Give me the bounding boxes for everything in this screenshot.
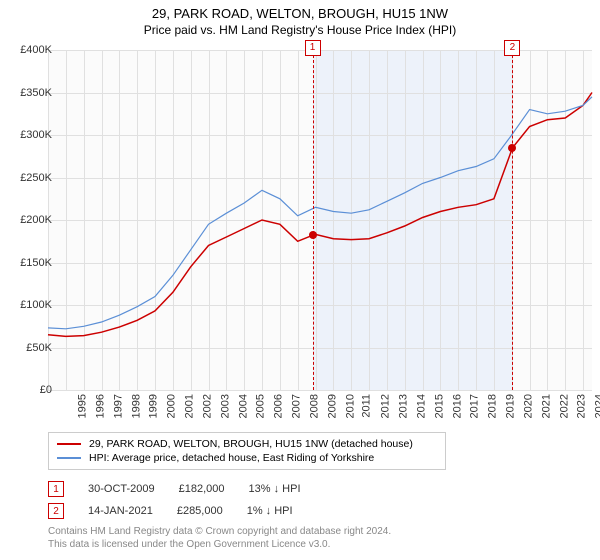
event-date-2: 14-JAN-2021: [88, 505, 153, 517]
legend: 29, PARK ROAD, WELTON, BROUGH, HU15 1NW …: [48, 432, 446, 470]
events-table: 1 30-OCT-2009 £182,000 13% ↓ HPI 2 14-JA…: [48, 478, 301, 522]
legend-swatch-1: [57, 443, 81, 445]
event-badge-1: 1: [48, 481, 64, 497]
legend-swatch-2: [57, 457, 81, 459]
event-price-1: £182,000: [179, 483, 225, 495]
event-price-2: £285,000: [177, 505, 223, 517]
chart-subtitle: Price paid vs. HM Land Registry's House …: [0, 21, 600, 41]
event-delta-2: 1% ↓ HPI: [247, 505, 293, 517]
legend-item-2: HPI: Average price, detached house, East…: [57, 451, 437, 465]
footer-line-1: Contains HM Land Registry data © Crown c…: [48, 525, 391, 538]
event-date-1: 30-OCT-2009: [88, 483, 155, 495]
event-badge-2: 2: [48, 503, 64, 519]
event-row-2: 2 14-JAN-2021 £285,000 1% ↓ HPI: [48, 500, 301, 522]
legend-label-2: HPI: Average price, detached house, East…: [89, 452, 374, 464]
chart-title: 29, PARK ROAD, WELTON, BROUGH, HU15 1NW: [0, 0, 600, 21]
footer-line-2: This data is licensed under the Open Gov…: [48, 538, 391, 551]
legend-item-1: 29, PARK ROAD, WELTON, BROUGH, HU15 1NW …: [57, 437, 437, 451]
event-delta-1: 13% ↓ HPI: [249, 483, 301, 495]
line-series: [48, 50, 592, 390]
event-row-1: 1 30-OCT-2009 £182,000 13% ↓ HPI: [48, 478, 301, 500]
chart-container: 29, PARK ROAD, WELTON, BROUGH, HU15 1NW …: [0, 0, 600, 560]
footer: Contains HM Land Registry data © Crown c…: [48, 525, 391, 551]
legend-label-1: 29, PARK ROAD, WELTON, BROUGH, HU15 1NW …: [89, 438, 413, 450]
plot-area: 12: [48, 50, 592, 390]
